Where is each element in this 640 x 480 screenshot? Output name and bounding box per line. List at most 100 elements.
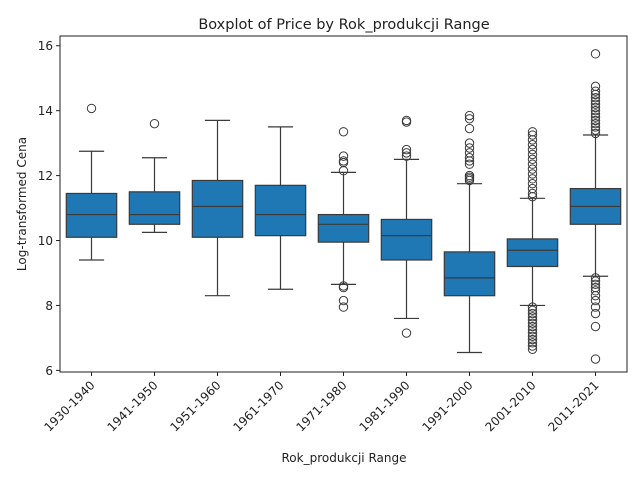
outlier-point: [527, 315, 538, 325]
outlier-point: [590, 92, 601, 103]
outlier-point: [401, 144, 412, 155]
outlier-point: [527, 164, 538, 174]
box-iqr: [317, 213, 370, 243]
box-iqr: [443, 251, 496, 297]
outlier-point: [401, 117, 412, 127]
outlier-point: [527, 130, 538, 140]
outlier-point: [590, 354, 601, 364]
chart-title: Boxplot of Price by Rok_produkcji Range: [198, 17, 489, 33]
x-tick-label: 2011-2021: [545, 378, 601, 434]
outlier-point: [527, 325, 538, 335]
x-tick-label: 1961-1970: [230, 378, 286, 434]
outlier-point: [527, 328, 538, 338]
outlier-point: [590, 125, 601, 135]
box-group: [443, 110, 496, 354]
outlier-point: [590, 86, 601, 96]
outlier-point: [527, 321, 538, 332]
y-tick-label: 12: [38, 169, 53, 183]
outlier-point: [590, 291, 601, 301]
outlier-point: [527, 305, 538, 316]
y-axis: 6 8 10 12 14 16: [38, 39, 60, 378]
outlier-point: [464, 175, 475, 186]
outlier-point: [527, 331, 538, 341]
box-group: [380, 115, 433, 338]
outlier-point: [590, 99, 601, 109]
outlier-point: [527, 179, 538, 189]
box-group: [506, 127, 559, 354]
outlier-point: [527, 191, 538, 202]
outlier-point: [527, 308, 538, 319]
box-group: [569, 49, 622, 364]
outlier-point: [527, 174, 538, 184]
box-iqr: [128, 191, 181, 225]
outlier-point: [338, 282, 349, 293]
outlier-point: [464, 110, 475, 121]
outlier-point: [338, 127, 349, 137]
x-tick-label: 1951-1960: [167, 378, 223, 434]
outlier-point: [527, 140, 538, 150]
x-tick-label: 2001-2010: [482, 378, 538, 434]
box-iqr: [65, 192, 118, 238]
outlier-point: [590, 105, 601, 116]
outlier-point: [527, 144, 538, 155]
outlier-point: [590, 302, 601, 312]
y-tick-label: 10: [38, 234, 53, 248]
outlier-point: [590, 286, 601, 296]
outlier-point: [464, 123, 475, 134]
outlier-point: [527, 338, 538, 348]
box-group: [191, 119, 244, 297]
x-axis-label: Rok_produkcji Range: [281, 451, 406, 465]
outlier-point: [527, 154, 538, 165]
y-tick-label: 8: [45, 299, 53, 313]
box-iqr: [254, 184, 307, 237]
outlier-point: [527, 149, 538, 160]
outlier-point: [590, 81, 601, 92]
outlier-point: [527, 183, 538, 194]
outlier-point: [590, 109, 601, 119]
outlier-point: [590, 102, 601, 113]
outlier-point: [527, 159, 538, 169]
outlier-point: [590, 279, 601, 290]
box-group: [317, 127, 370, 312]
outlier-point: [464, 153, 475, 163]
outlier-point: [149, 118, 160, 129]
plot-area: [65, 49, 622, 364]
box-group: [128, 118, 181, 234]
outlier-point: [590, 128, 601, 139]
outlier-point: [464, 114, 475, 124]
outlier-point: [338, 295, 349, 306]
outlier-point: [527, 302, 538, 312]
outlier-point: [590, 49, 601, 59]
outlier-point: [464, 156, 475, 166]
outlier-point: [590, 273, 601, 283]
outlier-point: [590, 89, 601, 100]
box-iqr: [506, 238, 559, 268]
outlier-point: [527, 318, 538, 329]
outlier-point: [464, 143, 475, 153]
x-tick-label: 1930-1940: [41, 378, 97, 434]
outlier-point: [590, 122, 601, 132]
box-group: [65, 103, 118, 261]
outlier-point: [527, 344, 538, 354]
outlier-point: [590, 321, 601, 332]
outlier-point: [527, 188, 538, 199]
outlier-point: [401, 328, 412, 338]
outlier-point: [590, 96, 601, 106]
x-axis: 1930-1940 1941-1950 1951-1960 1961-1970 1971…: [41, 372, 602, 434]
outlier-point: [401, 148, 412, 158]
x-tick-label: 1941-1950: [104, 378, 160, 434]
outlier-point: [590, 115, 601, 126]
outlier-point: [338, 151, 349, 161]
outlier-point: [527, 334, 538, 345]
outlier-point: [527, 341, 538, 351]
outlier-point: [338, 302, 349, 312]
outlier-point: [590, 295, 601, 306]
outlier-point: [464, 138, 475, 148]
outlier-point: [527, 169, 538, 179]
outlier-point: [401, 151, 412, 161]
outlier-point: [527, 312, 538, 322]
outlier-point: [464, 159, 475, 169]
y-tick-label: 6: [45, 364, 53, 378]
outlier-point: [464, 148, 475, 158]
